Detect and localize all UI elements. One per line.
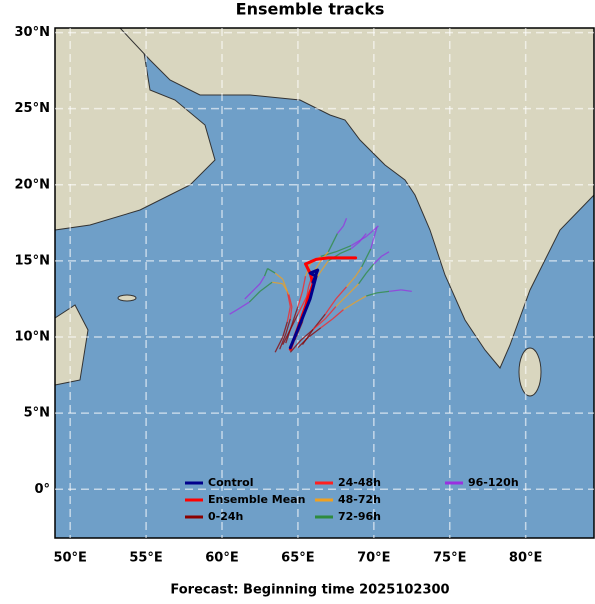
frame [54, 27, 595, 539]
member-track [358, 233, 367, 244]
member-track [358, 272, 367, 285]
legend-label: 96-120h [468, 476, 519, 489]
member-track [366, 292, 378, 297]
member-track [301, 276, 307, 292]
member-track [259, 275, 266, 285]
member-track [301, 329, 314, 346]
member-track [370, 237, 375, 249]
member-track [401, 289, 412, 293]
member-track [236, 301, 250, 311]
member-track [297, 291, 304, 307]
y-tick-label: 20°N [15, 177, 50, 192]
member-track [336, 225, 344, 234]
y-tick-label: 15°N [15, 253, 50, 268]
member-track [244, 283, 261, 300]
legend-label: Control [208, 476, 253, 489]
track [288, 268, 320, 350]
member-track [288, 294, 293, 307]
member-track [324, 298, 337, 315]
member-track [332, 309, 344, 320]
member-track [320, 251, 337, 257]
member-track [373, 227, 378, 239]
member-track [308, 327, 322, 338]
member-track [388, 289, 402, 293]
x-tick-label: 75°E [433, 551, 466, 566]
member-track [347, 283, 360, 295]
member-track [327, 242, 334, 253]
legend-label: 72-96h [338, 510, 381, 523]
member-track [300, 328, 314, 341]
legend-label: 24-48h [338, 476, 381, 489]
member-track [282, 283, 290, 295]
member-track [350, 242, 360, 250]
member-track [248, 290, 261, 303]
x-tick-label: 70°E [357, 551, 390, 566]
member-track [279, 333, 287, 350]
x-tick-label: 55°E [129, 551, 162, 566]
land [54, 27, 595, 397]
member-track [332, 233, 338, 243]
x-tick-label: 80°E [509, 551, 542, 566]
member-track [274, 336, 284, 353]
member-track [297, 298, 307, 315]
member-track [274, 272, 284, 280]
x-tick-label: 65°E [281, 551, 314, 566]
member-track [373, 255, 382, 265]
legend: Control Ensemble Mean 0-24h 24-48h 48-72h 72-… [185, 476, 519, 523]
member-track [335, 245, 352, 253]
member-track [335, 286, 348, 300]
member-track [263, 268, 269, 277]
member-track [291, 306, 299, 326]
member-track [286, 306, 291, 322]
member-track [361, 257, 367, 268]
x-tick-label: 50°E [53, 551, 86, 566]
member-track [355, 295, 367, 303]
member-track [320, 260, 329, 272]
member-track [289, 339, 302, 353]
y-tick-label: 5°N [24, 406, 50, 421]
member-track [335, 293, 349, 308]
x-tick-label: 60°E [205, 551, 238, 566]
legend-label: 48-72h [338, 493, 381, 506]
y-tick-label: 25°N [15, 101, 50, 116]
legend-label: 0-24h [208, 510, 243, 523]
member-track [355, 266, 363, 277]
member-track [342, 218, 348, 227]
member-track [343, 301, 356, 311]
y-tick-label: 10°N [15, 330, 50, 345]
member-track [312, 318, 326, 330]
member-track [346, 275, 357, 288]
member-track [282, 321, 288, 338]
footer: Forecast: Beginning time 2025102300 [170, 583, 449, 598]
member-track [365, 248, 372, 259]
member-track [267, 267, 276, 274]
legend-label: Ensemble Mean [208, 493, 305, 506]
member-track [340, 248, 352, 254]
member-track [285, 318, 291, 335]
member-track [229, 309, 238, 315]
member-track [376, 290, 390, 294]
member-track [285, 324, 293, 344]
member-track [259, 281, 273, 292]
y-tick-label: 30°N [15, 25, 50, 40]
y-tick-label: 0° [34, 482, 50, 497]
member-track [289, 306, 293, 319]
member-track [381, 251, 390, 257]
member-track [324, 306, 337, 320]
member-track [272, 281, 283, 285]
member-track [320, 318, 334, 329]
member-track [365, 263, 375, 274]
chart-title: Ensemble tracks [236, 0, 385, 19]
member-track [350, 236, 367, 247]
